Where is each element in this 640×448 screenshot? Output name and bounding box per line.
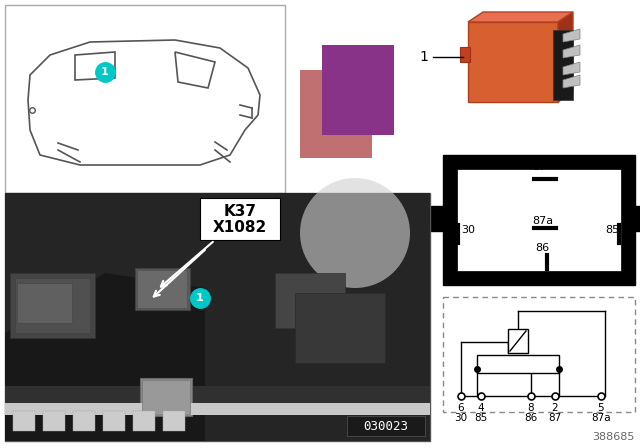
Text: 87: 87 (532, 162, 547, 172)
Text: 85: 85 (474, 413, 488, 423)
Text: 2: 2 (552, 403, 558, 413)
Text: 6: 6 (458, 403, 464, 413)
Text: 1: 1 (419, 50, 428, 64)
Polygon shape (468, 12, 573, 22)
Polygon shape (558, 12, 573, 102)
Bar (5, 386, 430, 406)
Bar (431, 206, 444, 231)
Bar (295, 293, 385, 363)
Bar (347, 416, 425, 436)
Bar (137, 270, 187, 308)
Text: 388685: 388685 (593, 432, 635, 442)
Bar (200, 198, 280, 240)
Text: X1082: X1082 (213, 220, 267, 236)
Bar (5, 403, 430, 415)
Bar (135, 268, 190, 310)
Bar (275, 273, 345, 328)
Text: 87a: 87a (532, 216, 553, 226)
Bar (457, 169, 621, 271)
Bar (460, 47, 470, 62)
Bar (322, 45, 394, 135)
Bar (553, 30, 573, 100)
Polygon shape (563, 29, 580, 42)
Bar (443, 297, 635, 412)
Bar (10, 273, 95, 338)
Text: 1: 1 (101, 67, 109, 77)
Bar (163, 411, 185, 431)
Polygon shape (563, 62, 580, 75)
Bar (13, 411, 35, 431)
Bar (140, 378, 192, 416)
Polygon shape (563, 75, 580, 88)
Bar (15, 278, 90, 333)
Bar (133, 411, 155, 431)
Text: 87a: 87a (591, 413, 611, 423)
Text: 8: 8 (528, 403, 534, 413)
Circle shape (300, 178, 410, 288)
Text: 30: 30 (461, 225, 475, 235)
Text: 5: 5 (598, 403, 604, 413)
Bar (477, 355, 559, 373)
Bar (5, 193, 430, 441)
Bar (103, 411, 125, 431)
Text: K37: K37 (223, 204, 257, 220)
Text: 86: 86 (535, 243, 549, 253)
Polygon shape (5, 273, 205, 441)
Bar (43, 411, 65, 431)
Bar (5, 193, 430, 441)
Bar (468, 22, 558, 102)
Text: 30: 30 (454, 413, 468, 423)
Polygon shape (563, 45, 580, 58)
Bar (142, 380, 190, 414)
Text: 030023: 030023 (364, 419, 408, 432)
Bar (73, 411, 95, 431)
Bar (634, 206, 640, 231)
Bar (508, 329, 528, 353)
Bar (17, 283, 72, 323)
Bar (443, 155, 635, 285)
Text: 1: 1 (196, 293, 204, 303)
Bar (300, 70, 372, 158)
Text: 86: 86 (524, 413, 538, 423)
Text: 87: 87 (548, 413, 562, 423)
Bar (5, 5, 285, 193)
Text: 4: 4 (477, 403, 484, 413)
Text: 85: 85 (605, 225, 619, 235)
